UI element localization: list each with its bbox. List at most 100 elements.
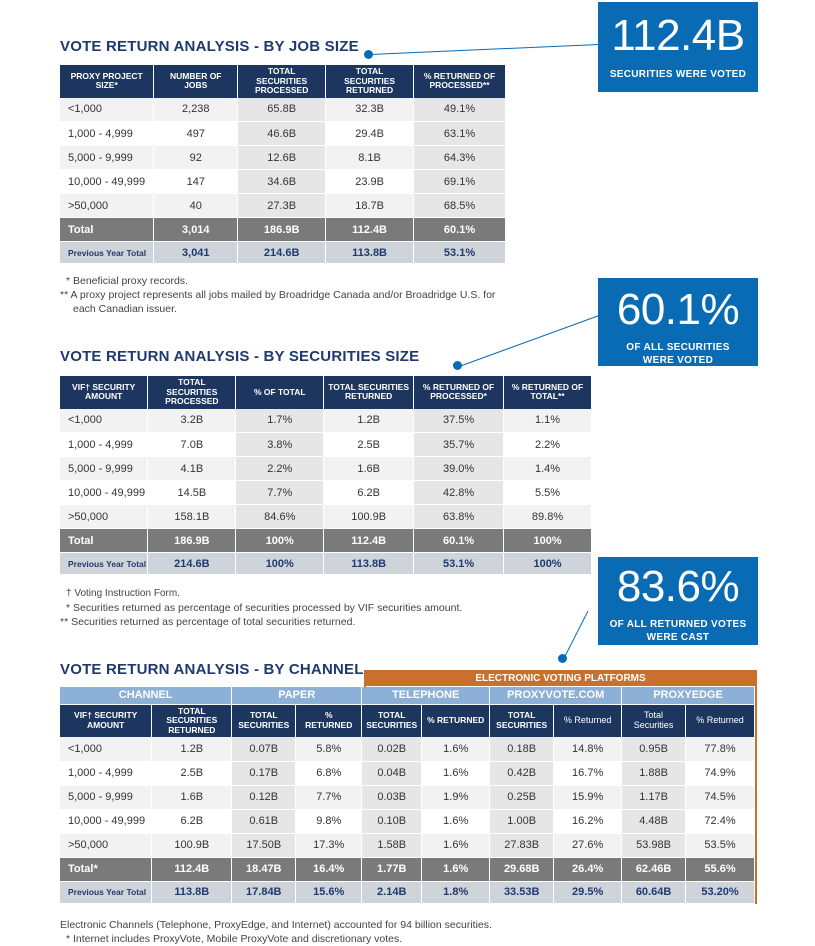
row-label: <1,000: [60, 408, 149, 433]
table-cell: 92: [153, 145, 239, 170]
table-cell: 0.12B: [231, 785, 297, 810]
table-cell: 32.3B: [325, 97, 415, 122]
row-label: <1,000: [60, 97, 155, 122]
table-cell: 1.6%: [421, 761, 491, 786]
table-cell: 29.5%: [553, 881, 623, 904]
table-cell: 27.83B: [489, 833, 555, 858]
table-cell: 6.2B: [323, 480, 415, 505]
table-cell: 186.9B: [237, 217, 327, 242]
row-label: 5,000 - 9,999: [60, 456, 149, 481]
row-label: 5,000 - 9,999: [60, 785, 153, 810]
table-cell: 100%: [235, 528, 325, 553]
column-header: % RETURNED OF PROCESSED**: [413, 65, 506, 98]
table-row: 1,000 - 4,999 7.0B 3.8% 2.5B 35.7% 2.2%: [60, 432, 592, 457]
table-cell: 64.3%: [413, 145, 506, 170]
table-cell: 18.7B: [325, 193, 415, 218]
callout-electronic-votes: 83.6% OF ALL RETURNED VOTES WERE CAST EL…: [598, 557, 758, 656]
table-cell: 12.6B: [237, 145, 327, 170]
table-cell: 0.95B: [621, 737, 687, 762]
table-cell: 1.6B: [323, 456, 415, 481]
table-cell: 27.3B: [237, 193, 327, 218]
table-cell: 0.25B: [489, 785, 555, 810]
table-cell: 2.5B: [323, 432, 415, 457]
table-cell: 42.8%: [413, 480, 505, 505]
securities-size-table: VIF† SECURITY AMOUNT TOTAL SECURITIES PR…: [60, 376, 592, 575]
row-label: >50,000: [60, 504, 149, 529]
table-cell: 1.6B: [151, 785, 233, 810]
table-cell: 17.84B: [231, 881, 297, 904]
table-row: 5,000 - 9,999 92 12.6B 8.1B 64.3%: [60, 145, 506, 170]
table-cell: 53.5%: [685, 833, 755, 858]
table-cell: 2,238: [153, 97, 239, 122]
section-title-securities-size: VOTE RETURN ANALYSIS - BY SECURITIES SIZ…: [60, 348, 420, 365]
table-cell: 55.6%: [685, 857, 755, 882]
table-cell: 497: [153, 121, 239, 146]
column-header: Total Securities: [621, 704, 687, 737]
row-label: 10,000 - 49,999: [60, 809, 153, 834]
table-cell: 72.4%: [685, 809, 755, 834]
table-cell: 4.48B: [621, 809, 687, 834]
table-cell: 49.1%: [413, 97, 506, 122]
table-cell: 6.2B: [151, 809, 233, 834]
channel-table: CHANNEL PAPER TELEPHONE PROXYVOTE.COM PR…: [60, 687, 755, 904]
table-cell: 17.50B: [231, 833, 297, 858]
callout-value: 83.6%: [616, 562, 740, 611]
table-cell: 60.1%: [413, 528, 505, 553]
group-header-channel: CHANNEL: [60, 687, 233, 705]
table-cell: 74.9%: [685, 761, 755, 786]
table-cell: 68.5%: [413, 193, 506, 218]
group-header-proxyedge: PROXYEDGE: [621, 687, 755, 705]
table-cell: 0.02B: [361, 737, 423, 762]
column-header: TOTAL SECURITIES: [361, 704, 423, 737]
table-cell: 14.8%: [553, 737, 623, 762]
table-cell: 63.1%: [413, 121, 506, 146]
table-cell: 16.7%: [553, 761, 623, 786]
footnote: † Voting Instruction Form.: [66, 588, 180, 599]
table-row: 5,000 - 9,999 4.1B 2.2% 1.6B 39.0% 1.4%: [60, 456, 592, 481]
table-cell: 84.6%: [235, 504, 325, 529]
footnotes-job-size: * Beneficial proxy records. ** A proxy p…: [60, 274, 530, 316]
row-label: Previous Year Total: [60, 552, 149, 575]
table-row: >50,000 100.9B 17.50B 17.3% 1.58B 1.6% 27.83B 2…: [60, 833, 755, 858]
table-cell: 112.4B: [151, 857, 233, 882]
table-cell: 16.2%: [553, 809, 623, 834]
table-cell: 1.7%: [235, 408, 325, 433]
table-cell: 53.1%: [413, 241, 506, 264]
table-cell: 1.6%: [421, 833, 491, 858]
table-cell: 62.46B: [621, 857, 687, 882]
table-cell: 60.1%: [413, 217, 506, 242]
footnote: each Canadian issuer.: [73, 303, 177, 315]
row-label: 1,000 - 4,999: [60, 761, 153, 786]
table-cell: 1.17B: [621, 785, 687, 810]
footnotes-securities-size: † Voting Instruction Form. * Securities …: [60, 587, 580, 629]
table-cell: 100%: [235, 552, 325, 575]
column-header: % RETURNED OF PROCESSED*: [413, 376, 505, 409]
table-cell: 100.9B: [151, 833, 233, 858]
table-cell: 18.47B: [231, 857, 297, 882]
table-cell: 2.14B: [361, 881, 423, 904]
table-cell: 0.03B: [361, 785, 423, 810]
column-header: % RETURNED OF TOTAL**: [503, 376, 592, 409]
callout-caption: SECURITIES WERE VOTED: [609, 69, 747, 80]
column-header: TOTAL SECURITIES PROCESSED: [237, 65, 327, 98]
table-cell: 1.6%: [421, 857, 491, 882]
table-cell: 158.1B: [147, 504, 237, 529]
table-cell: 53.20%: [685, 881, 755, 904]
column-header: NUMBER OF JOBS: [153, 65, 239, 98]
table-cell: 0.07B: [231, 737, 297, 762]
table-cell: 65.8B: [237, 97, 327, 122]
connector-line: [370, 44, 599, 55]
column-header: % Returned: [553, 704, 623, 737]
row-label: 1,000 - 4,999: [60, 121, 155, 146]
table-cell: 186.9B: [147, 528, 237, 553]
column-header: % RETURNED: [295, 704, 363, 737]
column-header: TOTAL SECURITIES PROCESSED: [147, 376, 237, 409]
table-cell: 14.5B: [147, 480, 237, 505]
table-cell: 34.6B: [237, 169, 327, 194]
table-cell: 7.0B: [147, 432, 237, 457]
table-cell: 7.7%: [295, 785, 363, 810]
table-cell: 15.6%: [295, 881, 363, 904]
section-title-job-size: VOTE RETURN ANALYSIS - BY JOB SIZE: [60, 38, 359, 55]
table-cell: 26.4%: [553, 857, 623, 882]
table-cell: 39.0%: [413, 456, 505, 481]
